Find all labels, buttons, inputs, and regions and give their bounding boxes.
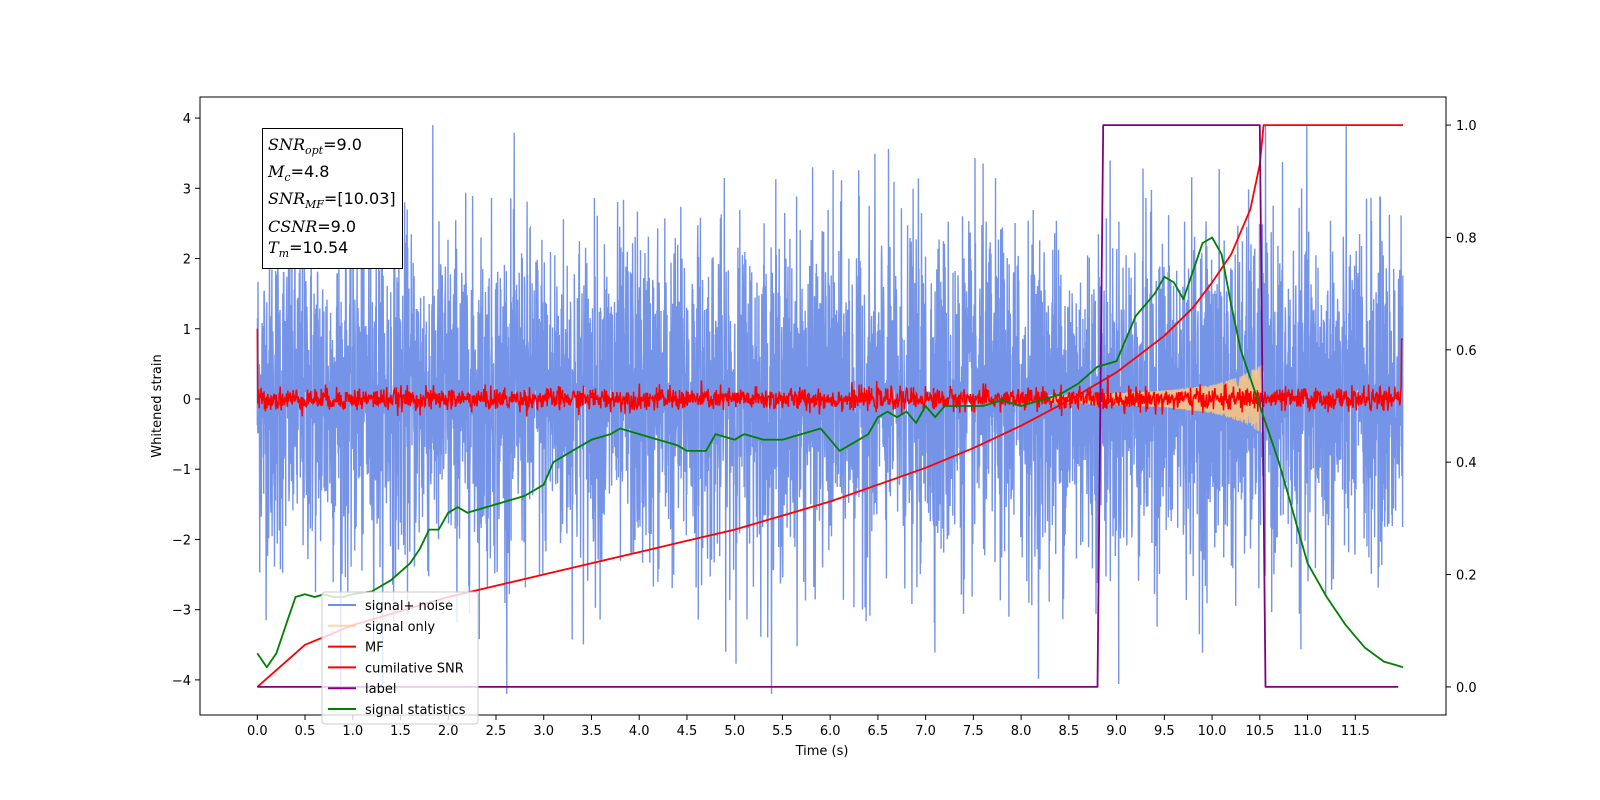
y-left-tick-label: −1 <box>172 463 191 478</box>
y-left-tick-label: −3 <box>172 604 191 619</box>
legend-label: signal+ noise <box>365 599 453 614</box>
y-right-tick-label: 0.0 <box>1456 681 1477 696</box>
legend-frame <box>321 591 479 725</box>
mf-line <box>256 328 1403 417</box>
y-left-tick-label: 4 <box>183 112 191 127</box>
x-tick-label: 1.0 <box>342 724 363 739</box>
snr-opt-line: SNRopt=9.0 <box>268 135 362 158</box>
csnr-value: =9.0 <box>317 216 357 236</box>
y-axis-right: 0.0 0.2 0.4 0.6 0.8 1.0 <box>1446 119 1477 696</box>
x-tick-label: 9.0 <box>1106 724 1127 739</box>
legend-label: signal statistics <box>365 703 466 718</box>
y-right-tick-label: 0.8 <box>1456 231 1477 246</box>
tm-line: Tm=10.54 <box>268 237 349 260</box>
x-tick-label: 4.0 <box>629 724 650 739</box>
x-tick-label: 3.5 <box>581 724 602 739</box>
y-left-tick-label: −4 <box>172 674 191 689</box>
snr-mf-value: =[10.03] <box>323 189 396 209</box>
legend-label: MF <box>365 641 384 656</box>
csnr-line: CSNR=9.0 <box>268 216 357 236</box>
plot-frame <box>199 96 1447 716</box>
y-right-tick-label: 0.2 <box>1456 569 1477 584</box>
y-axis-label: Whitened strain <box>150 354 165 457</box>
y-right-tick-label: 1.0 <box>1456 119 1477 134</box>
y-right-tick-label: 0.6 <box>1456 344 1477 359</box>
x-tick-label: 9.5 <box>1154 724 1175 739</box>
legend: signal+ noise signal only MF cumilative SNR… <box>321 591 479 725</box>
x-tick-label: 5.5 <box>772 724 793 739</box>
x-tick-label: 2.0 <box>438 724 459 739</box>
x-tick-label: 6.5 <box>868 724 889 739</box>
x-tick-label: 5.0 <box>724 724 745 739</box>
x-tick-label: 8.0 <box>1011 724 1032 739</box>
x-tick-label: 11.5 <box>1341 724 1370 739</box>
y-right-tick-label: 0.4 <box>1456 456 1477 471</box>
signal-statistics-line <box>256 236 1404 669</box>
legend-label: label <box>365 682 396 697</box>
x-tick-label: 0.0 <box>247 724 268 739</box>
x-tick-label: 6.0 <box>820 724 841 739</box>
x-tick-label: 2.5 <box>486 724 507 739</box>
snr-opt-value: =9.0 <box>323 135 362 154</box>
legend-label: cumilative SNR <box>365 661 464 676</box>
x-tick-label: 8.5 <box>1059 724 1080 739</box>
x-tick-label: 10.0 <box>1198 724 1227 739</box>
snr-mf-line: SNRMF=[10.03] <box>268 189 396 212</box>
signal-noise-line <box>256 125 1404 694</box>
x-tick-label: 4.5 <box>677 724 698 739</box>
y-left-tick-label: 0 <box>183 393 191 408</box>
x-tick-label: 11.0 <box>1293 724 1322 739</box>
mc-line: Mc=4.8 <box>268 162 330 185</box>
y-axis-left: −4 −3 −2 −1 0 1 2 3 4 <box>172 112 200 689</box>
x-tick-label: 7.0 <box>915 724 936 739</box>
label-line <box>257 124 1399 688</box>
y-left-tick-label: 3 <box>183 182 191 197</box>
annotation-box: SNRopt=9.0 Mc=4.8 SNRMF=[10.03] CSNR=9.0… <box>262 128 403 269</box>
x-axis-label: Time (s) <box>795 744 849 759</box>
x-axis: 0.0 0.5 1.0 1.5 2.0 2.5 3.0 3.5 4.0 4.5 5.0 5.5 6.0 6… <box>247 715 1370 739</box>
legend-label: signal only <box>365 620 435 635</box>
y-left-tick-label: 2 <box>183 253 191 268</box>
x-tick-label: 1.5 <box>390 724 411 739</box>
tm-value: =10.54 <box>289 237 349 257</box>
x-tick-label: 3.0 <box>533 724 554 739</box>
x-tick-label: 0.5 <box>295 724 316 739</box>
mc-value: =4.8 <box>290 162 330 182</box>
x-tick-label: 10.5 <box>1245 724 1274 739</box>
y-left-tick-label: 1 <box>183 323 191 338</box>
x-tick-label: 7.5 <box>963 724 984 739</box>
y-left-tick-label: −2 <box>172 533 191 548</box>
plot-area <box>256 125 1404 694</box>
